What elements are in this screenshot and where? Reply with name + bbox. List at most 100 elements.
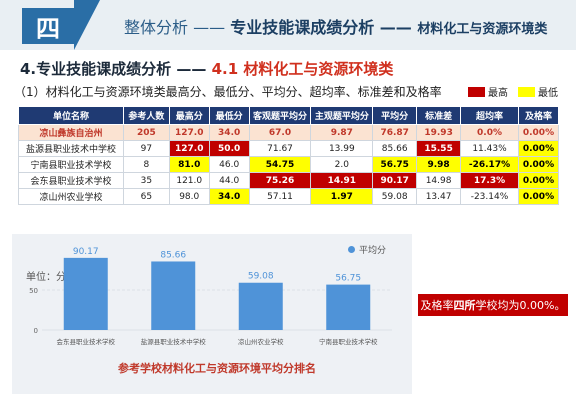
table-cell: 1.97 [310, 188, 374, 205]
header-band: 四 整体分析 —— 专业技能课成绩分析 —— 材料化工与资源环境类 [0, 0, 576, 50]
legend-max-label: 最高 [488, 88, 508, 99]
table-cell: 205 [122, 124, 170, 141]
section-number-badge: 四 [22, 8, 74, 44]
table-cell: 44.0 [208, 172, 250, 189]
table-cell: 127.0 [168, 124, 210, 141]
table-cell: 14.91 [310, 172, 374, 189]
table-cell: 19.93 [416, 124, 462, 141]
bar [63, 257, 108, 330]
table-cell: 0.0% [460, 124, 519, 141]
bar [326, 284, 371, 330]
table-cell: 90.17 [372, 172, 418, 189]
bar-value-label: 59.08 [248, 272, 274, 282]
column-header: 平均分 [372, 106, 418, 125]
bar [151, 261, 196, 330]
table-cell: 98.0 [168, 188, 210, 205]
table-cell: 81.0 [168, 156, 210, 173]
bar-value-label: 90.17 [73, 247, 99, 257]
score-table: 单位名称 参考人数 最高分 最低分 客观题平均分 主观题平均分 平均分 标准差 … [18, 106, 560, 205]
table-cell: 97 [122, 140, 170, 157]
table-cell: 76.87 [372, 124, 418, 141]
header-wedge-decoration [74, 0, 100, 50]
y-tick-label: 50 [29, 287, 38, 295]
table-cell: 50.0 [208, 140, 250, 157]
table-row: 宁南县职业技术学校 8 81.0 46.0 54.75 2.0 56.75 9.98 -26.1… [18, 156, 560, 173]
header-title-part2: 专业技能课成绩分析 —— [230, 18, 418, 37]
table-header-row: 单位名称 参考人数 最高分 最低分 客观题平均分 主观题平均分 平均分 标准差 … [18, 106, 560, 125]
table-cell: 0.00% [517, 188, 560, 205]
chart-legend-dot [348, 246, 355, 253]
table-row: 会东县职业技术学校 35 121.0 44.0 75.26 14.91 90.17 14.98… [18, 172, 560, 189]
table-cell: 71.67 [248, 140, 312, 157]
x-category-label: 盐源县职业技术中学校 [141, 337, 207, 346]
column-header: 标准差 [416, 106, 462, 125]
table-cell: 17.3% [460, 172, 519, 189]
table-cell: 14.98 [416, 172, 462, 189]
table-cell: 85.66 [372, 140, 418, 157]
table-cell: 0.00% [517, 156, 560, 173]
bar-value-label: 85.66 [160, 250, 186, 260]
legend-min: 最低 [518, 84, 558, 99]
school-name-cell: 宁南县职业技术学校 [18, 156, 124, 173]
column-header: 单位名称 [18, 106, 124, 125]
table-cell: 59.08 [372, 188, 418, 205]
column-header: 最低分 [208, 106, 250, 125]
chart-title: 参考学校材料化工与资源环境平均分排名 [118, 362, 316, 375]
table-cell: 34.0 [208, 188, 250, 205]
legend-min-label: 最低 [538, 88, 558, 99]
table-row: 盐源县职业技术中学校 97 127.0 50.0 71.67 13.99 85.66 15.5… [18, 140, 560, 157]
callout-text-after: 学校均为0.00%。 [475, 299, 566, 312]
chart-unit-label: 单位：分 [26, 272, 66, 283]
legend-max-swatch [468, 86, 485, 97]
table-cell: 8 [122, 156, 170, 173]
section-title-highlight: 4.1 材料化工与资源环境类 [211, 60, 394, 78]
table-cell: 35 [122, 172, 170, 189]
table-row: 凉山州农业学校 65 98.0 34.0 57.11 1.97 59.08 13.47 -23.… [18, 188, 560, 205]
table-row: 凉山彝族自治州 205 127.0 34.0 67.0 9.87 76.87 19.93 0.0… [18, 124, 560, 141]
legend-min-swatch [518, 86, 535, 97]
pass-rate-callout: 及格率 四所 学校均为0.00%。 [418, 294, 568, 316]
table-cell: 2.0 [310, 156, 374, 173]
header-title-part1: 整体分析 —— [124, 18, 231, 37]
table-cell: 0.00% [517, 124, 560, 141]
table-cell: 9.87 [310, 124, 374, 141]
callout-text-before: 及格率 [420, 299, 454, 312]
table-cell: 67.0 [248, 124, 312, 141]
table-cell: 15.55 [416, 140, 462, 157]
section-title-prefix: 4.专业技能课成绩分析 —— [20, 60, 212, 78]
table-cell: 75.26 [248, 172, 312, 189]
table-cell: 46.0 [208, 156, 250, 173]
table-cell: 65 [122, 188, 170, 205]
school-name-cell: 会东县职业技术学校 [18, 172, 124, 189]
table-subtitle: （1）材料化工与资源环境类最高分、最低分、平均分、超均率、标准差和及格率 [14, 85, 442, 99]
header-title-part3: 材料化工与资源环境类 [417, 22, 548, 37]
section-title: 4.专业技能课成绩分析 —— 4.1 材料化工与资源环境类 [20, 58, 393, 79]
table-cell: 0.00% [517, 140, 560, 157]
x-category-label: 宁南县职业技术学校 [319, 337, 378, 346]
header-title: 整体分析 —— 专业技能课成绩分析 —— 材料化工与资源环境类 [124, 14, 547, 38]
table-cell: 54.75 [248, 156, 312, 173]
bar [238, 282, 283, 330]
column-header: 主观题平均分 [310, 106, 374, 125]
table-cell: 34.0 [208, 124, 250, 141]
school-name-cell: 凉山州农业学校 [18, 188, 124, 205]
school-name-cell: 凉山彝族自治州 [18, 124, 124, 141]
column-header: 参考人数 [122, 106, 170, 125]
table-cell: 13.99 [310, 140, 374, 157]
column-header: 及格率 [517, 106, 560, 125]
bar-value-label: 56.75 [335, 274, 361, 284]
chart-legend-label: 平均分 [359, 246, 387, 256]
table-cell: 56.75 [372, 156, 418, 173]
legend-max: 最高 [468, 84, 508, 99]
table-cell: 9.98 [416, 156, 462, 173]
table-cell: -23.14% [460, 188, 519, 205]
x-category-label: 凉山州农业学校 [238, 337, 284, 346]
table-cell: 127.0 [168, 140, 210, 157]
y-tick-label: 0 [34, 327, 38, 335]
table-cell: 57.11 [248, 188, 312, 205]
average-score-bar-chart: 0 50 90.17 会东县职业技术学校 85.66 盐源县职业技术中学校 59.08 凉山州… [29, 247, 392, 346]
table-cell: -26.17% [460, 156, 519, 173]
column-header: 超均率 [460, 106, 519, 125]
table-cell: 13.47 [416, 188, 462, 205]
column-header: 最高分 [168, 106, 210, 125]
